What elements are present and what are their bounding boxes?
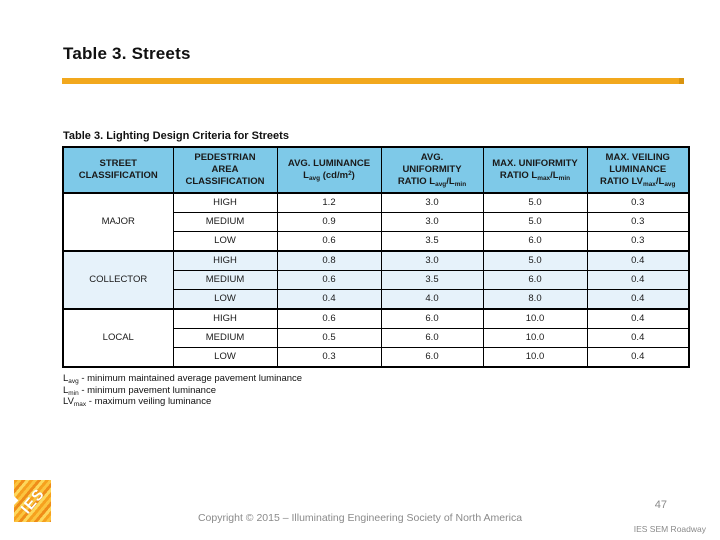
table-cell: MEDIUM [172,270,278,290]
column-header-avg-uniformity: AVG. UNIFORMITY RATIO Lavg/Lmin [380,146,484,194]
table-row: LOW 0.3 6.0 10.0 0.4 [63,347,690,368]
column-header-street-classification: STREET CLASSIFICATION [62,146,174,194]
table-row: MEDIUM 0.9 3.0 5.0 0.3 [63,212,690,232]
table-cell: 0.3 [276,347,382,368]
table-cell: 0.4 [586,308,690,329]
table-cell: 0.3 [586,231,690,252]
table-cell: 3.0 [380,192,484,213]
footnotes: Lavg - minimum maintained average paveme… [63,373,690,408]
table-block: Table 3. Lighting Design Criteria for St… [62,130,690,408]
table-cell: 0.4 [276,289,382,310]
column-header-avg-luminance: AVG. LUMINANCE Lavg (cd/m2) [276,146,382,194]
table-cell: 6.0 [482,231,588,252]
page-number: 47 [654,499,667,511]
table-cell: 5.0 [482,250,588,271]
slide-title: Table 3. Streets [63,44,191,63]
table-cell: 5.0 [482,192,588,213]
ies-logo: IES [14,480,51,522]
footnote: LVmax - maximum veiling luminance [63,396,212,408]
table-cell: 10.0 [482,328,588,348]
table-cell: 3.5 [380,270,484,290]
table-cell: 6.0 [482,270,588,290]
table-row: MAJOR HIGH 1.2 3.0 5.0 0.3 [62,192,690,252]
table-cell: 4.0 [380,289,484,310]
table-cell: 6.0 [380,308,484,329]
table-cell: 0.5 [276,328,382,348]
table-row: COLLECTOR HIGH 0.8 3.0 5.0 0.4 [62,250,690,310]
table-cell: MEDIUM [172,212,278,232]
table-cell: 0.6 [276,231,382,252]
column-header-max-uniformity: MAX. UNIFORMITY RATIO Lmax/Lmin [482,146,588,194]
table-cell: HIGH [172,250,278,271]
table-cell: 0.3 [586,212,690,232]
table-cell: 0.6 [276,308,382,329]
group-label-cell: COLLECTOR [62,250,174,310]
table-cell: 0.8 [276,250,382,271]
footnote: Lavg - minimum maintained average paveme… [63,373,303,385]
table-cell: 1.2 [276,192,382,213]
title-underline [62,78,684,84]
table-cell: MEDIUM [172,328,278,348]
table-row: MEDIUM 0.6 3.5 6.0 0.4 [63,270,690,290]
copyright-text: Copyright © 2015 – Illuminating Engineer… [197,512,523,524]
table-cell: HIGH [172,308,278,329]
table-cell: 5.0 [482,212,588,232]
group-label-cell: MAJOR [62,192,174,252]
table-cell: HIGH [172,192,278,213]
column-header-pedestrian-area: PEDESTRIAN AREA CLASSIFICATION [172,146,278,194]
table-cell: 3.5 [380,231,484,252]
table-cell: 10.0 [482,347,588,368]
deck-label: IES SEM Roadway [633,524,706,534]
table-cell: 6.0 [380,328,484,348]
table-cell: 0.4 [586,250,690,271]
table-cell: 0.4 [586,270,690,290]
streets-table-body: MAJOR HIGH 1.2 3.0 5.0 0.3 MEDIUM 0.9 3.0 5.0 0.3 L… [62,192,690,368]
table-cell: LOW [172,289,278,310]
footnote: Lmin - minimum pavement luminance [63,384,216,397]
table-cell: 3.0 [380,250,484,271]
table-cell: 0.4 [586,328,690,348]
table-cell: 0.3 [586,192,690,213]
streets-table: STREET CLASSIFICATION PEDESTRIAN AREA CL… [62,146,690,368]
table-row: LOW 0.4 4.0 8.0 0.4 [63,289,690,310]
group-label-cell: LOCAL [62,308,174,368]
table-cell: 0.4 [586,347,690,368]
table-row: MEDIUM 0.5 6.0 10.0 0.4 [63,328,690,348]
column-header-max-veiling: MAX. VEILING LUMINANCE RATIO LVmax/Lavg [586,146,690,194]
header-row: STREET CLASSIFICATION PEDESTRIAN AREA CL… [62,146,690,194]
table-cell: 0.4 [586,289,690,310]
table-cell: 6.0 [380,347,484,368]
table-cell: LOW [172,231,278,252]
table-cell: 0.6 [276,270,382,290]
table-cell: 10.0 [482,308,588,329]
table-row: LOW 0.6 3.5 6.0 0.3 [63,231,690,252]
table-cell: 8.0 [482,289,588,310]
streets-table-header: STREET CLASSIFICATION PEDESTRIAN AREA CL… [62,146,690,194]
table-cell: 0.9 [276,212,382,232]
table-cell: LOW [172,347,278,368]
table-cell: 3.0 [380,212,484,232]
table-caption: Table 3. Lighting Design Criteria for St… [63,130,289,142]
table-row: LOCAL HIGH 0.6 6.0 10.0 0.4 [62,308,690,368]
